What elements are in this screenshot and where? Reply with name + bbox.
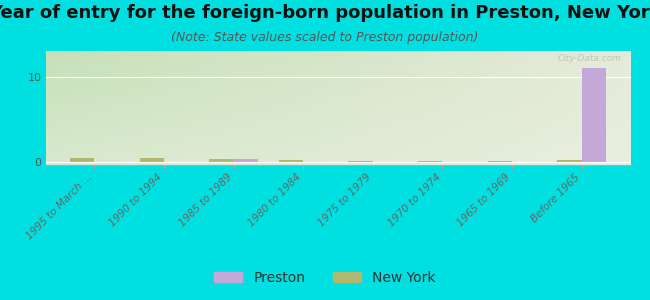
Bar (233, 159, 258, 162)
Text: City-Data.com: City-Data.com (558, 54, 621, 63)
Text: Year of entry for the foreign-born population in Preston, New York: Year of entry for the foreign-born popul… (0, 4, 650, 22)
Bar (488, 161, 512, 162)
Bar (70, 158, 94, 162)
Bar (418, 161, 443, 162)
Bar (279, 160, 303, 162)
Bar (582, 68, 606, 162)
Bar (209, 159, 233, 162)
Bar (140, 158, 164, 162)
Bar (348, 161, 373, 162)
Text: (Note: State values scaled to Preston population): (Note: State values scaled to Preston po… (172, 32, 478, 44)
Bar (558, 160, 582, 162)
Legend: Preston, New York: Preston, New York (209, 265, 441, 290)
